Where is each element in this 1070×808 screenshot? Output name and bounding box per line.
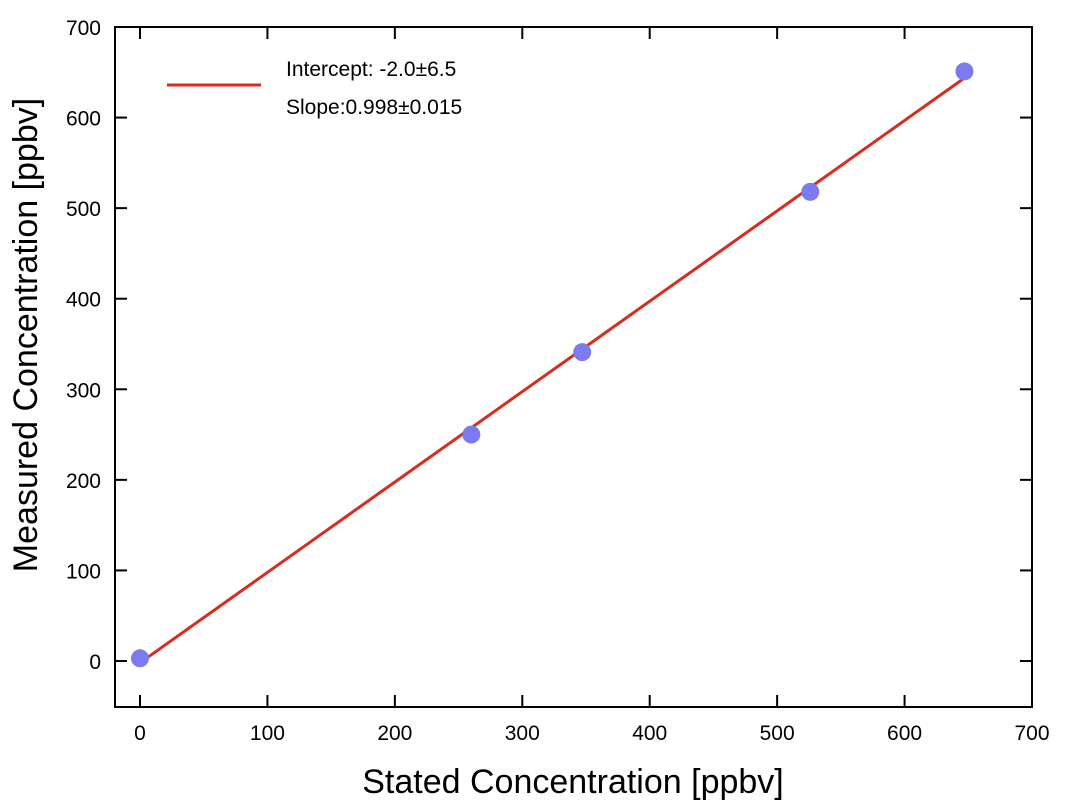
x-axis-ticks: 0 100 200 300 400 500 600 700 (134, 27, 1050, 745)
legend-intercept-label: Intercept: -2.0±6.5 (286, 58, 456, 81)
x-tick-label: 700 (1014, 722, 1049, 745)
y-axis-ticks: 0 100 200 300 400 500 600 700 (66, 17, 1032, 674)
data-point (462, 425, 481, 444)
y-tick-label: 300 (66, 379, 101, 402)
y-tick-label: 200 (66, 470, 101, 493)
x-tick-label: 400 (632, 722, 667, 745)
x-tick-label: 600 (887, 722, 922, 745)
x-tick-label: 200 (377, 722, 412, 745)
fit-line (138, 76, 966, 665)
plot-area (131, 62, 974, 668)
plot-frame (114, 26, 1033, 708)
data-point (955, 62, 974, 81)
x-axis-title: Stated Concentration [ppbv] (362, 763, 784, 801)
y-tick-label: 100 (66, 560, 101, 583)
data-point (131, 649, 149, 668)
y-tick-label: 700 (66, 17, 101, 40)
x-tick-label: 500 (760, 722, 795, 745)
y-tick-label: 400 (66, 289, 101, 312)
x-tick-label: 100 (250, 722, 285, 745)
data-points (131, 62, 974, 668)
y-tick-label: 0 (89, 651, 101, 674)
data-point (801, 182, 820, 201)
y-axis-title: Measured Concentration [ppbv] (7, 98, 45, 572)
x-tick-label: 300 (505, 722, 540, 745)
x-tick-label: 0 (134, 722, 146, 745)
y-tick-label: 600 (66, 108, 101, 131)
y-tick-label: 500 (66, 198, 101, 221)
legend-slope-label: Slope:0.998±0.015 (286, 96, 462, 119)
legend: Intercept: -2.0±6.5 Slope:0.998±0.015 (167, 58, 462, 119)
data-point (573, 343, 592, 362)
